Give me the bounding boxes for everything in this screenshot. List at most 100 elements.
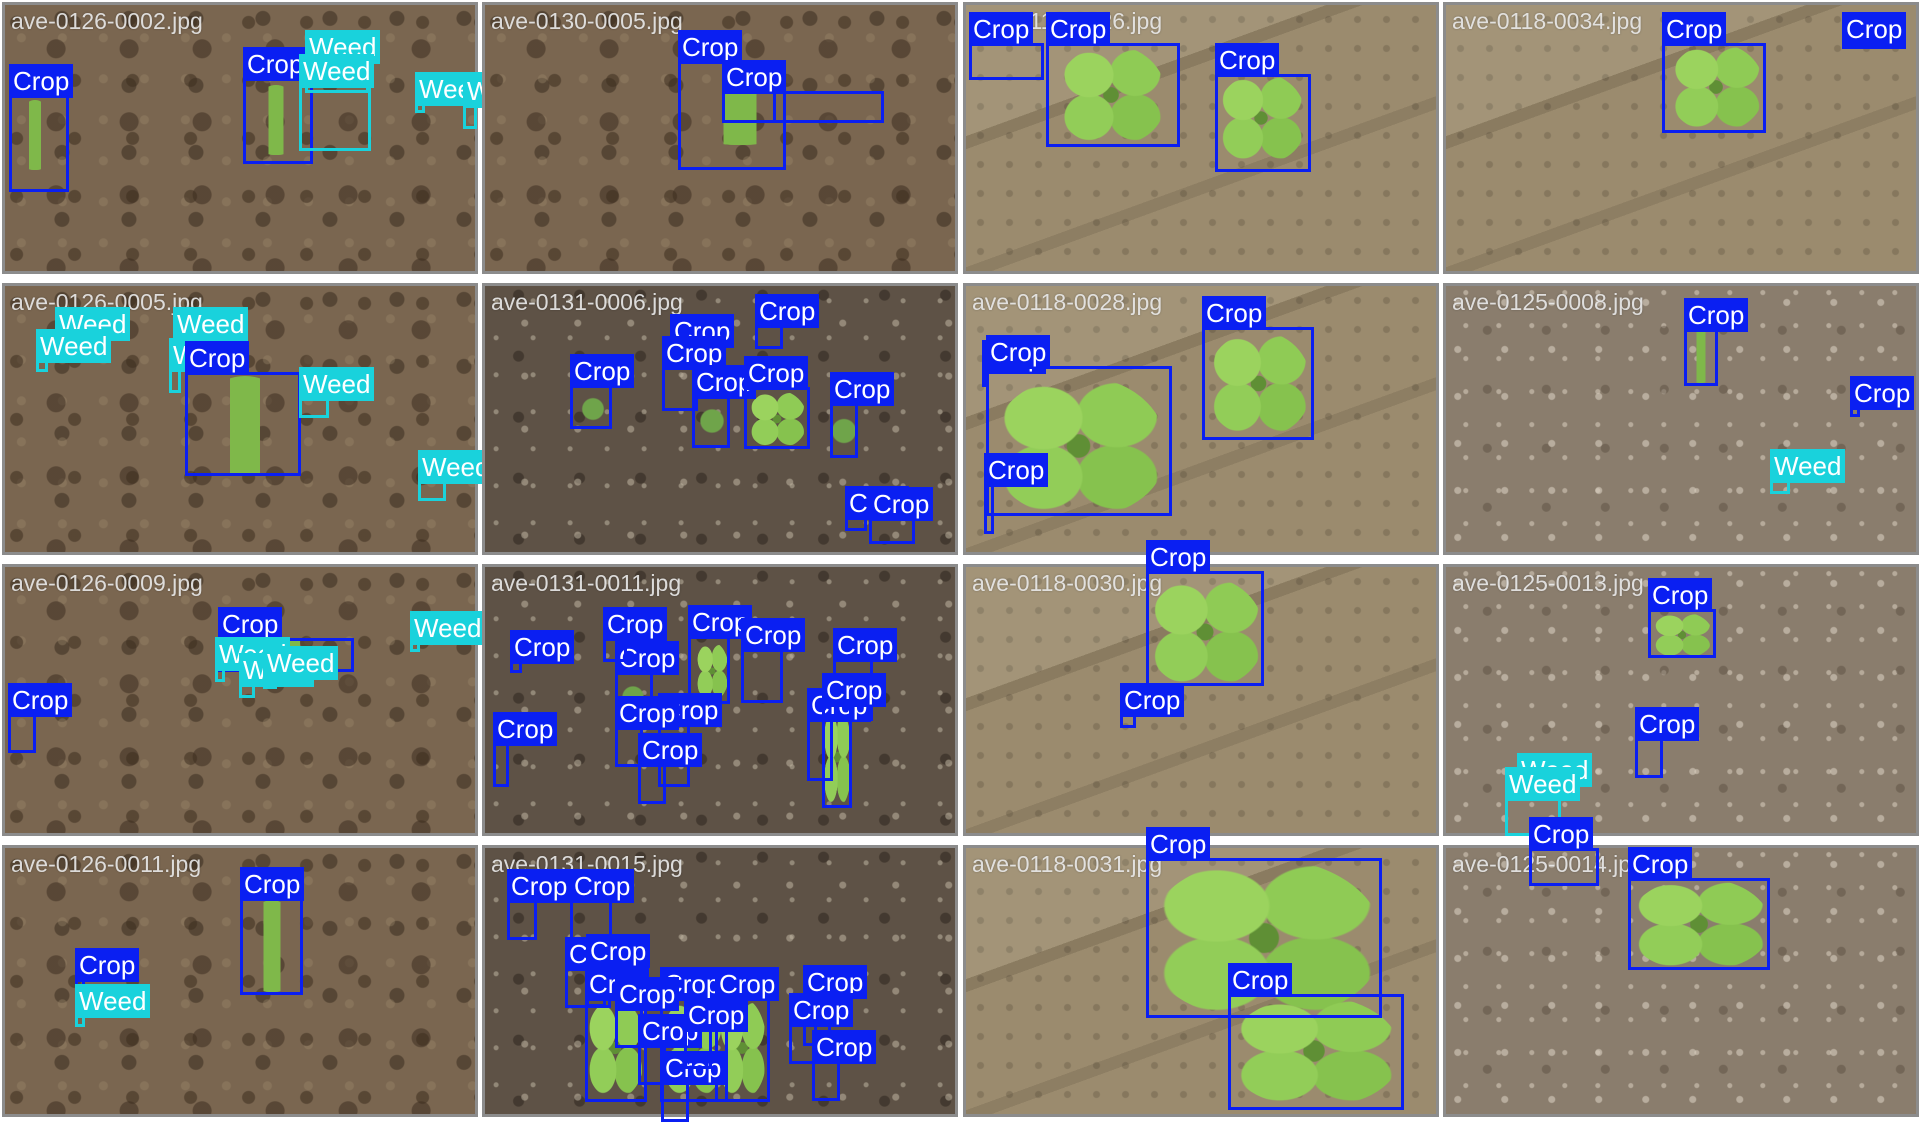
weed-detection-box: Weed [1770, 449, 1846, 494]
crop-label: Crop [615, 696, 680, 730]
weed-label: Weed [263, 646, 339, 680]
detection-tile: ave-0118-0031.jpg Crop Crop [963, 827, 1439, 1117]
tile-filename: ave-0130-0005.jpg [491, 8, 683, 34]
tile-filename: ave-0125-0013.jpg [1452, 570, 1644, 596]
crop-label: Crop [822, 673, 887, 707]
crop-detection-box: Crop [789, 993, 854, 1064]
weed-label: Weed [1770, 449, 1846, 483]
weed-detection-box: Weed [263, 646, 339, 689]
crop-label: Crop [1635, 707, 1700, 741]
crop-label: Crop [218, 607, 283, 641]
crop-detection-box: Crop [1120, 683, 1185, 728]
weed-detection-box: Weed [36, 329, 112, 372]
crop-label: Crop [586, 934, 651, 968]
detection-tile: ave-0126-0011.jpg Crop Crop Weed [2, 845, 478, 1117]
crop-detection-box: Crop [830, 372, 895, 458]
crop-label: Crop [1146, 827, 1211, 861]
crop-label: Crop [715, 967, 780, 1001]
crop-detection-box: Crop [869, 487, 934, 544]
tile-filename: ave-0126-0009.jpg [11, 570, 203, 596]
crop-label: Crop [615, 977, 680, 1011]
crop-detection-box: Crop [510, 630, 575, 673]
crop-label: Crop [1228, 963, 1293, 997]
plant-image [695, 642, 729, 700]
crop-detection-box: Crop [1684, 298, 1749, 386]
crop-label: Crop [507, 869, 572, 903]
weed-detection-box: Weed [418, 450, 494, 501]
crop-label: Crop [830, 372, 895, 406]
weed-label: Weed [299, 54, 375, 88]
weed-detection-box: Weed [299, 54, 375, 151]
weed-label: Weed [410, 611, 486, 645]
plant-image [251, 85, 301, 155]
weed-detection-box: Weed [463, 74, 539, 129]
crop-label: Crop [1850, 376, 1915, 410]
weed-label: Weed [418, 450, 494, 484]
crop-label: Crop [744, 356, 809, 390]
plant-image [1686, 331, 1716, 383]
crop-detection-box: Crop [845, 486, 910, 531]
crop-detection-box: Crop [662, 336, 727, 411]
crop-detection-box: Crop [603, 607, 668, 662]
crop-detection-box: Crop [570, 354, 635, 429]
crop-label: Crop [678, 30, 743, 64]
crop-label: Crop [741, 618, 806, 652]
plant-image [1206, 331, 1311, 436]
crop-detection-box: Crop [9, 64, 74, 192]
weed-label: Weed [75, 984, 151, 1018]
plant-image [1216, 73, 1306, 163]
detection-tile: ave-0126-0009.jpgCropWeedWeedWeedWeedCro… [2, 564, 486, 836]
crop-label: Crop [812, 1030, 877, 1064]
crop-label: Crop [185, 341, 250, 375]
tile-filename: ave-0125-0014.jpg [1452, 851, 1644, 877]
crop-label: Crop [1146, 540, 1211, 574]
tile-filename: ave-0118-0031.jpg [972, 851, 1163, 877]
plant-image [991, 376, 1166, 516]
crop-detection-box: Crop [678, 30, 786, 170]
crop-detection-box: Crop [661, 1051, 726, 1122]
crop-detection-box: Crop [755, 294, 820, 349]
crop-label: Crop [1529, 817, 1594, 851]
crop-detection-box: Crop [1228, 963, 1404, 1110]
detection-tile: ave-0118-0034.jpg Crop Crop [1443, 2, 1919, 274]
crop-detection-box: Crop [684, 998, 749, 1069]
crop-detection-box: Crop [1628, 847, 1770, 970]
crop-detection-box: Crop [692, 365, 757, 448]
crop-label: Crop [493, 712, 558, 746]
plant-image [1628, 878, 1770, 970]
crop-label: Crop [986, 335, 1051, 369]
weed-label: Weed [299, 367, 375, 401]
crop-detection-box: Crop [744, 356, 810, 449]
crop-label: Crop [8, 683, 73, 717]
detection-tile: ave-0126-0005.jpgWeedWeedWeedWeedCropWee… [2, 283, 494, 555]
tile-filename: ave-0131-0011.jpg [491, 570, 682, 596]
crop-label: Crop [75, 948, 140, 982]
crop-detection-box: Crop [722, 60, 884, 123]
crop-label: Crop [243, 47, 308, 81]
plant-image [831, 406, 857, 456]
plant-image [822, 707, 852, 807]
plant-image [1228, 996, 1400, 1106]
detection-tile: ave-0125-0008.jpg Crop Crop Weed [1443, 283, 1919, 555]
crop-detection-box: Crop [75, 948, 140, 991]
crop-detection-box: Crop [615, 696, 680, 767]
plant-image [15, 100, 55, 170]
tile-filename: ave-0125-0008.jpg [1452, 289, 1644, 315]
weed-detection-box: Weed [415, 72, 491, 113]
plant-image [1651, 612, 1713, 658]
crop-detection-box: Crop [586, 934, 651, 1007]
detection-tile: ave-0131-0015.jpg Crop Crop Crop Crop Crop Cro… [482, 845, 958, 1122]
tile-filename: ave-0118-0030.jpg [972, 570, 1163, 596]
crop-label: Crop [1684, 298, 1749, 332]
crop-detection-box: Crop [615, 977, 680, 1048]
crop-detection-box: Crop [1146, 827, 1382, 1018]
crop-label: Crop [722, 60, 787, 94]
crop-label: Crop [9, 64, 74, 98]
detection-tile: ave-0131-0011.jpg Crop Crop Crop Crop Crop Cro… [482, 564, 958, 836]
crop-detection-box: Crop [507, 869, 572, 940]
crop-detection-box: Crop [240, 867, 305, 995]
